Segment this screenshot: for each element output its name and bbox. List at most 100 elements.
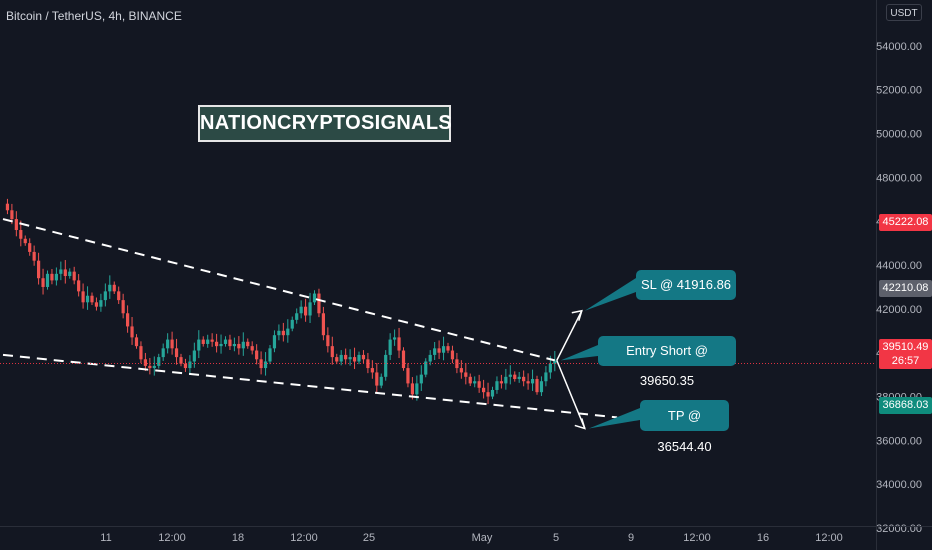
candle-body bbox=[530, 379, 535, 384]
candle-body bbox=[312, 293, 317, 303]
time-tick-label: 12:00 bbox=[683, 532, 711, 544]
candle-body bbox=[330, 346, 334, 358]
candle-body bbox=[14, 219, 18, 230]
candle-body bbox=[179, 357, 183, 364]
candle-body bbox=[308, 302, 312, 316]
time-tick-label: 18 bbox=[232, 532, 244, 544]
candle-body bbox=[339, 354, 343, 362]
candle-body bbox=[357, 354, 361, 362]
stop-loss-callout[interactable]: SL @ 41916.86 bbox=[636, 270, 736, 300]
candle-body bbox=[441, 346, 446, 353]
candle-body bbox=[446, 346, 450, 351]
candle-body bbox=[326, 335, 330, 347]
take-profit-arrowhead bbox=[574, 418, 586, 430]
candle-body bbox=[126, 313, 130, 327]
candle-body bbox=[401, 350, 406, 369]
entry-pointer bbox=[560, 345, 598, 361]
time-tick-label: 5 bbox=[553, 532, 559, 544]
candle-body bbox=[255, 350, 259, 360]
candle-body bbox=[206, 339, 210, 344]
candle-body bbox=[428, 354, 432, 362]
time-tick-label: 12:00 bbox=[158, 532, 186, 544]
candle-body bbox=[210, 339, 214, 342]
candle-body bbox=[215, 341, 219, 347]
candle-body bbox=[192, 350, 196, 362]
candle-body bbox=[143, 359, 147, 366]
price-tick-label: 36000.00 bbox=[876, 435, 922, 447]
candle-body bbox=[513, 374, 517, 380]
candle-body bbox=[170, 339, 174, 349]
candle-body bbox=[450, 350, 455, 360]
candle-body bbox=[388, 339, 392, 355]
candle-body bbox=[41, 278, 45, 287]
candle-body bbox=[437, 348, 441, 353]
take-profit-callout[interactable]: TP @ 36544.40 bbox=[640, 400, 729, 454]
candle-body bbox=[68, 271, 72, 277]
candle-body bbox=[174, 348, 179, 358]
take-profit-arrow bbox=[556, 360, 586, 429]
candle-body bbox=[268, 348, 272, 362]
candle-body bbox=[393, 337, 397, 340]
candle-body bbox=[228, 339, 232, 347]
candle-body bbox=[517, 376, 521, 380]
last-price-badge: 39510.49 26:57 bbox=[879, 339, 932, 369]
candle-body bbox=[486, 392, 490, 397]
candle-body bbox=[352, 357, 357, 362]
candle-body bbox=[495, 381, 499, 390]
price-tick-label: 48000.00 bbox=[876, 172, 922, 184]
candle-body bbox=[544, 372, 548, 382]
candle-body bbox=[286, 328, 290, 336]
candle-body bbox=[535, 379, 539, 393]
candle-body bbox=[54, 273, 58, 281]
candle-body bbox=[366, 359, 370, 369]
candle-body bbox=[201, 339, 205, 344]
candle-body bbox=[99, 300, 103, 307]
candle-body bbox=[112, 284, 116, 292]
candle-body bbox=[246, 341, 250, 347]
candle-body bbox=[553, 360, 557, 364]
candle-body bbox=[223, 339, 228, 344]
candle-body bbox=[219, 343, 223, 347]
candle-body bbox=[232, 343, 236, 347]
candle-body bbox=[134, 337, 139, 347]
candle-body bbox=[397, 337, 401, 351]
candle-body bbox=[81, 291, 85, 303]
drawings-layer bbox=[0, 218, 876, 430]
bar-countdown: 26:57 bbox=[891, 355, 920, 367]
candle-body bbox=[121, 300, 125, 314]
price-tick-label: 54000.00 bbox=[876, 41, 922, 53]
time-tick-label: 16 bbox=[757, 532, 769, 544]
candle-body bbox=[72, 271, 76, 281]
candle-body bbox=[237, 343, 241, 349]
candle-body bbox=[548, 363, 552, 373]
candle-body bbox=[384, 354, 388, 377]
price-unit-label[interactable]: USDT bbox=[886, 4, 922, 21]
take-profit-pointer bbox=[588, 408, 640, 429]
candle-body bbox=[50, 273, 54, 281]
symbol-title[interactable]: Bitcoin / TetherUS, 4h, BINANCE bbox=[6, 9, 182, 23]
time-tick-label: 25 bbox=[363, 532, 375, 544]
candle-body bbox=[317, 293, 321, 314]
candle-body bbox=[157, 357, 161, 366]
high-price-badge: 45222.08 bbox=[879, 214, 932, 231]
candle-body bbox=[59, 269, 63, 274]
candle-body bbox=[490, 389, 495, 397]
entry-short-callout[interactable]: Entry Short @ 39650.35 bbox=[598, 336, 736, 388]
candle-body bbox=[250, 346, 254, 351]
lower-trendline bbox=[2, 353, 618, 419]
upper-trendline bbox=[2, 218, 556, 362]
candle-body bbox=[508, 374, 512, 377]
candle-body bbox=[539, 381, 544, 393]
candle-body bbox=[464, 372, 468, 377]
candle-body bbox=[335, 357, 339, 362]
candle-body bbox=[459, 368, 463, 373]
price-tick-label: 32000.00 bbox=[876, 523, 922, 535]
candle-body bbox=[23, 238, 27, 244]
candle-body bbox=[63, 269, 67, 277]
last-price-value: 39510.49 bbox=[882, 341, 929, 353]
candle-body bbox=[410, 383, 414, 395]
candle-body bbox=[406, 368, 410, 384]
candles-layer bbox=[5, 198, 557, 405]
candle-body bbox=[361, 354, 366, 360]
